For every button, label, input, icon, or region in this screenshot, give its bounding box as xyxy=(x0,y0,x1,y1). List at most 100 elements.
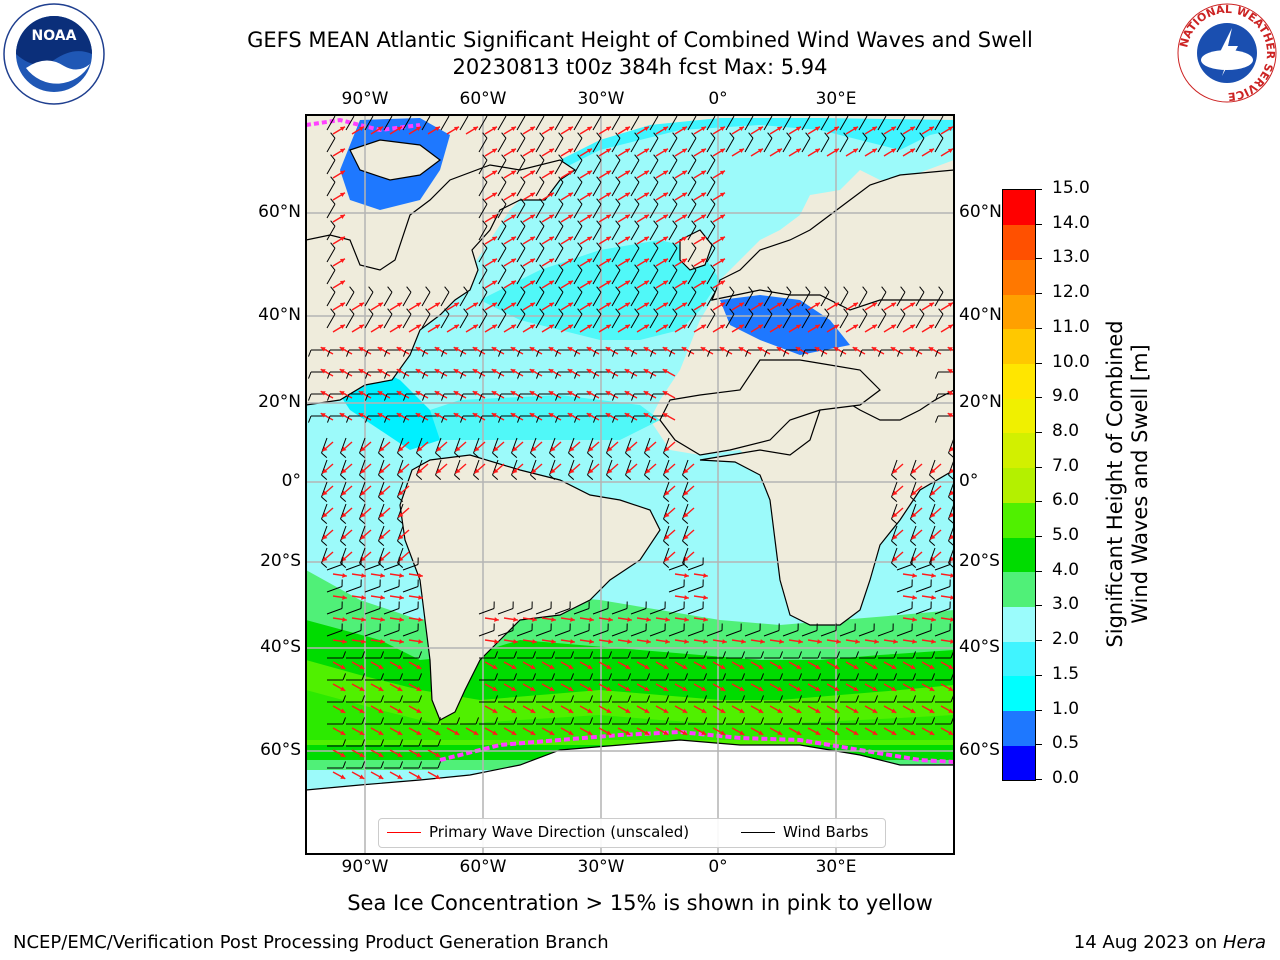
wind-barb-feather xyxy=(615,176,621,183)
wave-arrow-head xyxy=(567,170,573,176)
wave-arrow-head xyxy=(358,302,364,308)
wind-barb-feather xyxy=(402,393,407,401)
wind-barb xyxy=(573,137,583,153)
wave-arrow-head xyxy=(741,639,746,644)
wave-arrow-head xyxy=(643,192,649,198)
wave-arrow-head xyxy=(605,170,611,176)
wind-barb xyxy=(364,586,381,593)
wave-arrow-head xyxy=(700,170,706,176)
wind-barb-feather xyxy=(672,264,678,271)
wind-barb xyxy=(402,608,419,615)
colorbar-tick-label: 3.0 xyxy=(1052,594,1080,615)
wind-barb xyxy=(611,291,621,307)
wind-barb xyxy=(687,137,697,153)
wind-barb xyxy=(535,313,545,329)
wind-barb-feather xyxy=(900,286,906,293)
lat-tick-right: 60°N xyxy=(959,202,1002,222)
wave-arrow-head xyxy=(795,302,801,308)
wave-arrow-head xyxy=(814,347,820,352)
wave-arrow-head xyxy=(396,324,402,330)
wave-arrow-head xyxy=(358,324,364,330)
wind-barb-feather xyxy=(361,761,366,769)
wind-barb-feather xyxy=(817,673,822,681)
wind-barb xyxy=(592,137,602,153)
wind-barb-feather xyxy=(893,673,898,681)
wave-arrow-head xyxy=(418,595,423,600)
wave-arrow-head xyxy=(910,730,916,735)
wind-barb-feather xyxy=(691,176,697,183)
wind-barb-feather xyxy=(874,717,879,725)
wind-barb-feather xyxy=(475,717,480,725)
wind-barb-feather xyxy=(663,452,670,459)
wave-arrow-head xyxy=(472,302,478,308)
wind-barb-feather xyxy=(549,474,556,481)
wave-arrow-head xyxy=(453,347,459,352)
wave-arrow-head xyxy=(455,446,461,452)
wind-barb xyxy=(687,313,697,329)
wind-barb xyxy=(497,291,507,307)
wind-barb xyxy=(630,225,640,241)
wave-arrow-head xyxy=(928,347,934,352)
wind-barb-feather xyxy=(934,415,939,423)
wind-barb-feather xyxy=(779,651,784,659)
wind-barb-feather xyxy=(855,695,860,703)
wave-arrow-head xyxy=(720,664,726,669)
wind-barb xyxy=(858,115,868,131)
wave-arrow-head xyxy=(684,595,689,600)
wind-barb-feather xyxy=(501,132,507,139)
wind-barb xyxy=(326,269,336,285)
colorbar-segment xyxy=(1003,745,1035,781)
wind-barb xyxy=(706,181,716,197)
wind-barb xyxy=(592,225,602,241)
wind-barb-feather xyxy=(570,673,575,681)
wind-barb-feather xyxy=(516,371,521,379)
wind-barb-feather xyxy=(568,452,575,459)
wind-barb xyxy=(364,115,374,131)
wind-barb-feather xyxy=(615,264,621,271)
wind-barb-feather xyxy=(929,474,936,481)
wave-arrow-head xyxy=(681,192,687,198)
wave-arrow-head xyxy=(529,369,535,374)
colorbar-tick-label: 8.0 xyxy=(1052,420,1080,441)
wind-barb-feather xyxy=(938,308,944,315)
wave-arrow-head xyxy=(758,730,764,735)
wave-arrow-head xyxy=(529,126,535,132)
wave-arrow-head xyxy=(396,347,402,352)
wind-barb xyxy=(611,630,628,637)
wave-arrow-head xyxy=(624,302,630,308)
wind-barb-feather xyxy=(340,496,347,503)
wind-barb xyxy=(801,313,811,329)
wave-arrow-head xyxy=(909,126,915,132)
wind-barb-feather xyxy=(345,415,350,423)
wind-barb xyxy=(345,586,362,593)
wind-barb xyxy=(440,313,450,329)
wind-barb xyxy=(877,137,887,153)
wind-barb xyxy=(630,608,647,615)
wind-barb xyxy=(839,313,849,329)
wave-arrow-head xyxy=(416,730,422,735)
wave-arrow-head xyxy=(379,468,385,474)
wind-barb xyxy=(592,291,602,307)
wave-arrow-head xyxy=(397,708,403,713)
wind-barb xyxy=(725,291,735,307)
wave-arrow-head xyxy=(700,214,706,220)
wave-arrow-head xyxy=(341,468,347,474)
wave-arrow-head xyxy=(892,512,898,518)
wind-barb-feather xyxy=(877,349,882,357)
wave-arrow-head xyxy=(510,413,516,418)
wave-arrow-head xyxy=(322,534,328,540)
wind-barb xyxy=(744,313,754,329)
wave-direction-arrow xyxy=(960,171,972,178)
wave-arrow-head xyxy=(453,413,459,418)
wind-barb xyxy=(801,115,811,131)
wind-barb-feather xyxy=(399,717,404,725)
wave-arrow-head xyxy=(777,708,783,713)
wave-arrow-head xyxy=(473,730,479,735)
wind-barb-feather xyxy=(539,220,545,227)
wind-barb xyxy=(326,203,336,219)
wind-barb-feather xyxy=(596,154,602,161)
wind-barb-feather xyxy=(577,176,583,183)
wave-arrow-head xyxy=(757,126,763,132)
wind-barb-feather xyxy=(516,415,521,423)
colorbar-segment xyxy=(1003,328,1035,365)
